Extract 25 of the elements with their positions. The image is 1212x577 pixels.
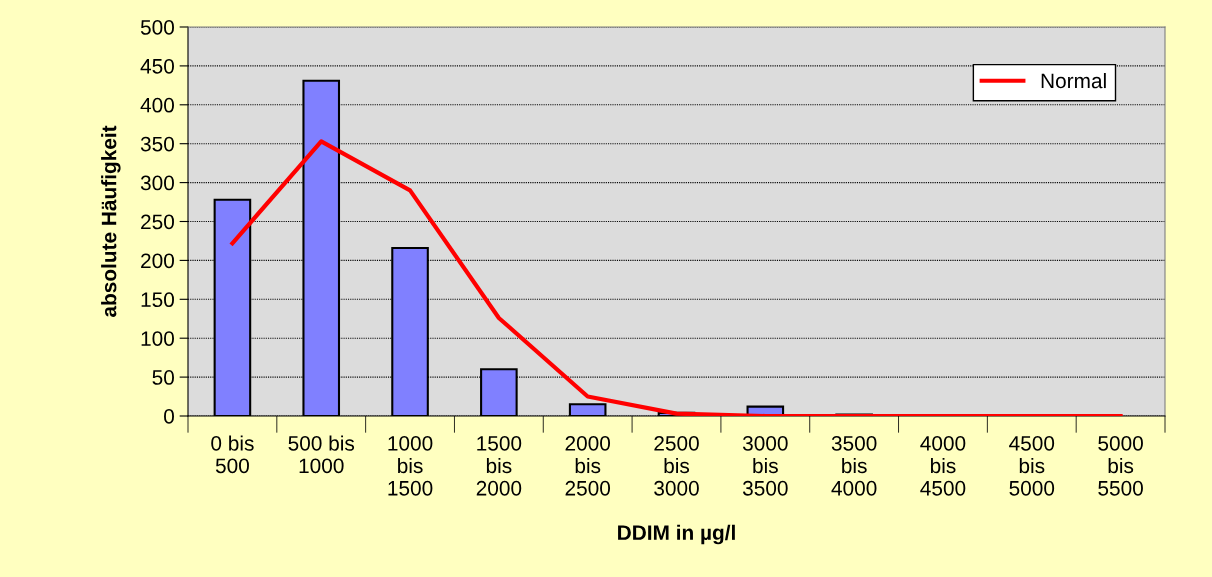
x-tick-label: 0 bis 500 <box>211 435 254 474</box>
x-tick-label: 5000 bis 5500 <box>1098 435 1143 496</box>
x-tick-label: 3500 bis 4000 <box>831 435 877 496</box>
y-tick-label: 200 <box>141 253 174 269</box>
y-tick-label: 50 <box>152 370 174 385</box>
x-tick-label: 500 bis 1000 <box>288 435 355 474</box>
y-tick-label: 500 <box>140 20 174 35</box>
y-tick-label: 100 <box>141 331 174 346</box>
x-tick-label: 2000 bis 2500 <box>565 435 611 496</box>
legend-label: Normal <box>1041 72 1106 89</box>
y-tick-label: 350 <box>140 136 174 152</box>
y-axis-title: absolute Häufigkeit <box>101 125 121 317</box>
y-tick-label: 450 <box>140 58 174 74</box>
x-tick-label: 4500 bis 5000 <box>1009 435 1055 496</box>
y-tick-label: 150 <box>141 292 174 308</box>
y-tick-label: 300 <box>140 175 174 191</box>
x-tick-label: 1500 bis 2000 <box>476 435 522 496</box>
x-tick-label: 4000 bis 4500 <box>920 435 966 496</box>
y-tick-label: 0 <box>164 409 174 424</box>
y-tick-label: 400 <box>140 97 174 113</box>
y-tick-label: 250 <box>141 214 174 230</box>
x-axis-title: DDIM in µg/l <box>618 524 735 545</box>
x-tick-label: 2500 bis 3000 <box>654 435 699 496</box>
x-tick-label: 1000 bis 1500 <box>388 435 433 496</box>
x-tick-label: 3000 bis 3500 <box>742 435 788 496</box>
